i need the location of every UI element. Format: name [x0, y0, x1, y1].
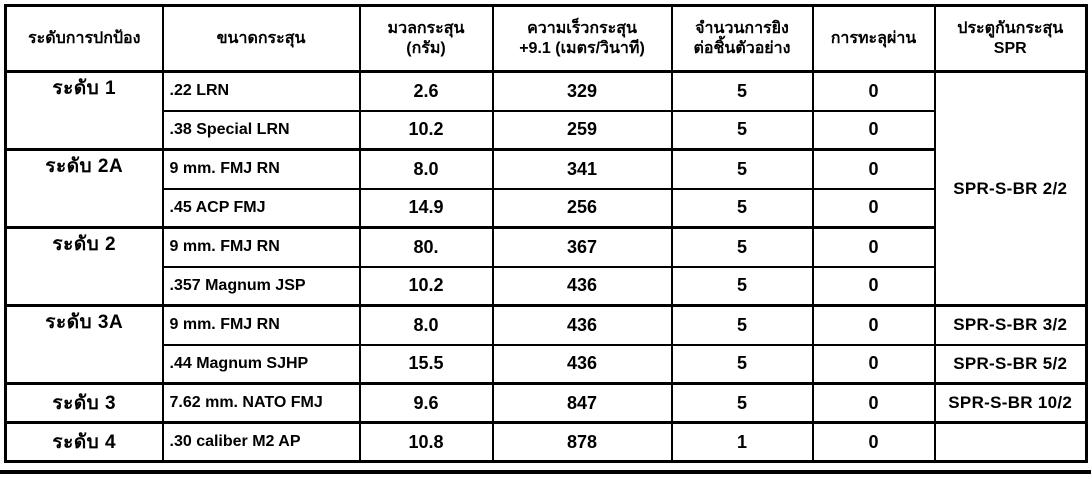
mass-cell: 10.8	[358, 421, 494, 463]
velocity-cell: 436	[491, 304, 673, 346]
spr-cell: SPR-S-BR 5/2	[933, 343, 1088, 385]
penetration-cell: 0	[811, 148, 936, 190]
header-line: ต่อชิ้นตัวอย่าง	[693, 39, 791, 57]
velocity-cell: 878	[491, 421, 673, 463]
table-row: .45 ACP FMJ 14.9 256 5 0	[6, 187, 1087, 229]
bullet-cell: .30 caliber M2 AP	[161, 421, 361, 463]
header-line: มวลกระสุน	[387, 19, 465, 37]
shots-cell: 5	[670, 382, 814, 424]
mass-cell: 8.0	[358, 304, 494, 346]
bullet-cell: .45 ACP FMJ	[161, 187, 361, 229]
velocity-cell: 436	[491, 343, 673, 385]
bullet-cell: .357 Magnum JSP	[161, 265, 361, 307]
header-line: ความเร็วกระสุน	[527, 19, 637, 37]
spr-cell	[933, 421, 1088, 463]
table-row: ระดับ 2A 9 mm. FMJ RN 8.0 341 5 0	[4, 148, 1087, 229]
mass-cell: 8.0	[358, 148, 494, 190]
spr-cell: SPR-S-BR 3/2	[933, 304, 1088, 346]
shots-cell: 5	[670, 304, 814, 346]
shots-cell: 5	[670, 265, 814, 307]
table-body: ระดับ 1 .22 LRN 2.6 329 5 0 SPR-S-BR 2/2…	[4, 70, 1088, 463]
penetration-cell: 0	[811, 382, 936, 424]
shots-cell: 5	[670, 70, 814, 112]
header-line: ระดับการปกป้อง	[28, 29, 141, 47]
level-cell: ระดับ 1	[4, 70, 164, 151]
bullet-cell: .44 Magnum SJHP	[161, 343, 361, 385]
mass-cell: 10.2	[358, 265, 494, 307]
penetration-cell: 0	[811, 343, 936, 385]
table-row: ระดับ 2 9 mm. FMJ RN 80. 367 5 0	[4, 226, 1087, 307]
header-line: ประตูกันกระสุน	[957, 19, 1064, 37]
table-row: .44 Magnum SJHP 15.5 436 5 0 SPR-S-BR 5/…	[6, 343, 1088, 385]
header-shots-per-sample: จำนวนการยิง ต่อชิ้นตัวอย่าง	[670, 4, 814, 73]
velocity-cell: 329	[491, 70, 673, 112]
table-row: .357 Magnum JSP 10.2 436 5 0	[6, 265, 1087, 307]
mass-cell: 80.	[358, 226, 494, 268]
table-header: ระดับการปกป้อง ขนาดกระสุน มวลกระสุน (กรั…	[4, 4, 1088, 73]
table-row: ระดับ 3A 9 mm. FMJ RN 8.0 436 5 0 SPR-S-…	[4, 304, 1088, 385]
bullet-cell: 9 mm. FMJ RN	[161, 226, 361, 268]
level-cell: ระดับ 2	[4, 226, 164, 307]
mass-cell: 2.6	[358, 70, 494, 112]
page-bottom-rule	[0, 470, 1091, 474]
header-line: ขนาดกระสุน	[216, 29, 306, 47]
level-cell: ระดับ 4	[4, 421, 164, 463]
penetration-cell: 0	[811, 109, 936, 151]
shots-cell: 1	[670, 421, 814, 463]
header-bullet-velocity: ความเร็วกระสุน +9.1 (เมตร/วินาที)	[491, 4, 673, 73]
header-line: (กรัม)	[406, 39, 446, 57]
velocity-cell: 341	[491, 148, 673, 190]
header-line: SPR	[993, 39, 1027, 57]
level-cell: ระดับ 3	[4, 382, 164, 424]
penetration-cell: 0	[811, 187, 936, 229]
ballistic-table: ระดับการปกป้อง ขนาดกระสุน มวลกระสุน (กรั…	[4, 4, 1088, 463]
table-row: ระดับ 3 7.62 mm. NATO FMJ 9.6 847 5 0 SP…	[4, 382, 1088, 424]
header-bullet-mass: มวลกระสุน (กรัม)	[358, 4, 494, 73]
penetration-cell: 0	[811, 421, 936, 463]
spr-cell: SPR-S-BR 2/2	[933, 70, 1088, 307]
header-row: ระดับการปกป้อง ขนาดกระสุน มวลกระสุน (กรั…	[4, 4, 1088, 73]
bullet-cell: .38 Special LRN	[161, 109, 361, 151]
velocity-cell: 259	[491, 109, 673, 151]
shots-cell: 5	[670, 226, 814, 268]
bullet-cell: .22 LRN	[161, 70, 361, 112]
header-bullet-size: ขนาดกระสุน	[161, 4, 361, 73]
level-cell: ระดับ 3A	[4, 304, 164, 385]
mass-cell: 15.5	[358, 343, 494, 385]
velocity-cell: 847	[491, 382, 673, 424]
velocity-cell: 436	[491, 265, 673, 307]
header-penetration: การทะลุผ่าน	[811, 4, 936, 73]
table-row: ระดับ 1 .22 LRN 2.6 329 5 0 SPR-S-BR 2/2	[4, 70, 1088, 307]
header-protection-level: ระดับการปกป้อง	[4, 4, 164, 73]
penetration-cell: 0	[811, 304, 936, 346]
bullet-cell: 9 mm. FMJ RN	[161, 304, 361, 346]
header-line: จำนวนการยิง	[695, 19, 789, 37]
penetration-cell: 0	[811, 70, 936, 112]
penetration-cell: 0	[811, 265, 936, 307]
velocity-cell: 367	[491, 226, 673, 268]
mass-cell: 10.2	[358, 109, 494, 151]
mass-cell: 9.6	[358, 382, 494, 424]
velocity-cell: 256	[491, 187, 673, 229]
shots-cell: 5	[670, 187, 814, 229]
table-row: ระดับ 4 .30 caliber M2 AP 10.8 878 1 0	[4, 421, 1088, 463]
spr-cell: SPR-S-BR 10/2	[933, 382, 1088, 424]
header-spr-door: ประตูกันกระสุน SPR	[933, 4, 1088, 73]
header-line: การทะลุผ่าน	[830, 29, 917, 47]
shots-cell: 5	[670, 343, 814, 385]
bullet-cell: 9 mm. FMJ RN	[161, 148, 361, 190]
header-line: +9.1 (เมตร/วินาที)	[519, 39, 645, 57]
shots-cell: 5	[670, 148, 814, 190]
bullet-cell: 7.62 mm. NATO FMJ	[161, 382, 361, 424]
shots-cell: 5	[670, 109, 814, 151]
mass-cell: 14.9	[358, 187, 494, 229]
level-cell: ระดับ 2A	[4, 148, 164, 229]
table-row: .38 Special LRN 10.2 259 5 0	[6, 109, 1087, 151]
penetration-cell: 0	[811, 226, 936, 268]
